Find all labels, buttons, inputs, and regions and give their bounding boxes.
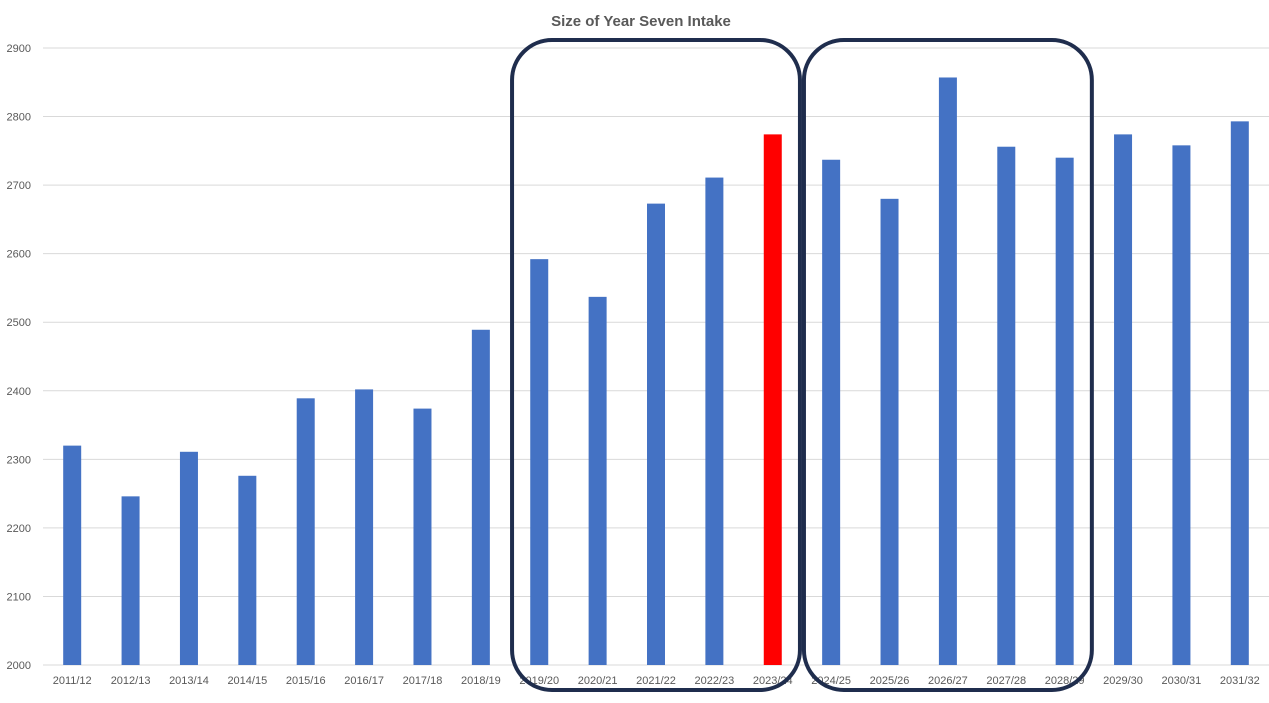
y-tick-label: 2500 <box>7 317 31 329</box>
y-tick-label: 2400 <box>7 386 31 398</box>
bar <box>822 159 841 666</box>
bar <box>530 259 549 665</box>
x-tick-label: 2012/13 <box>111 675 151 687</box>
bar <box>880 198 899 666</box>
bar <box>938 77 957 666</box>
y-tick-label: 2900 <box>7 43 31 55</box>
y-tick-label: 2600 <box>7 249 31 261</box>
x-tick-label: 2022/23 <box>694 675 734 687</box>
y-tick-label: 2000 <box>7 660 31 672</box>
bar <box>1055 157 1074 665</box>
bar <box>471 329 490 665</box>
annotation-box <box>801 38 1094 692</box>
x-tick-label: 2025/26 <box>870 675 910 687</box>
x-tick-label: 2015/16 <box>286 675 326 687</box>
x-tick-label: 2011/12 <box>53 675 92 687</box>
x-tick-label: 2014/15 <box>227 675 267 687</box>
bar <box>238 475 257 665</box>
y-tick-label: 2700 <box>7 180 31 192</box>
x-tick-label: 2030/31 <box>1162 675 1202 687</box>
y-tick-label: 2200 <box>7 523 31 535</box>
y-axis-ticks: 2000 2100 2200 2300 2400 2500 2600 2700 2800 2900 <box>7 43 31 672</box>
bar <box>763 134 782 665</box>
x-tick-label: 2017/18 <box>403 675 443 687</box>
x-tick-label: 2029/30 <box>1103 675 1143 687</box>
bar <box>1230 121 1249 666</box>
annotation-box <box>510 38 802 692</box>
bar <box>355 389 374 665</box>
x-tick-label: 2031/32 <box>1220 675 1260 687</box>
x-tick-label: 2020/21 <box>578 675 618 687</box>
bars <box>63 77 1249 666</box>
annotations <box>510 38 1094 692</box>
bar <box>63 445 82 665</box>
x-tick-label: 2013/14 <box>169 675 209 687</box>
x-tick-label: 2016/17 <box>344 675 384 687</box>
bar <box>296 398 315 665</box>
bar <box>1172 145 1191 666</box>
bar <box>588 296 607 665</box>
bar <box>705 177 724 665</box>
x-tick-label: 2026/27 <box>928 675 968 687</box>
y-tick-label: 2800 <box>7 112 31 124</box>
bar <box>121 496 140 665</box>
y-tick-label: 2100 <box>7 591 31 603</box>
bar <box>1114 134 1133 665</box>
x-tick-label: 2027/28 <box>986 675 1026 687</box>
chart-title: Size of Year Seven Intake <box>551 13 731 30</box>
x-tick-label: 2021/22 <box>636 675 676 687</box>
bar <box>647 203 665 666</box>
bar <box>413 408 432 665</box>
y-tick-label: 2300 <box>7 454 31 466</box>
x-tick-label: 2018/19 <box>461 675 501 687</box>
bar <box>179 451 198 665</box>
bar <box>997 146 1016 666</box>
